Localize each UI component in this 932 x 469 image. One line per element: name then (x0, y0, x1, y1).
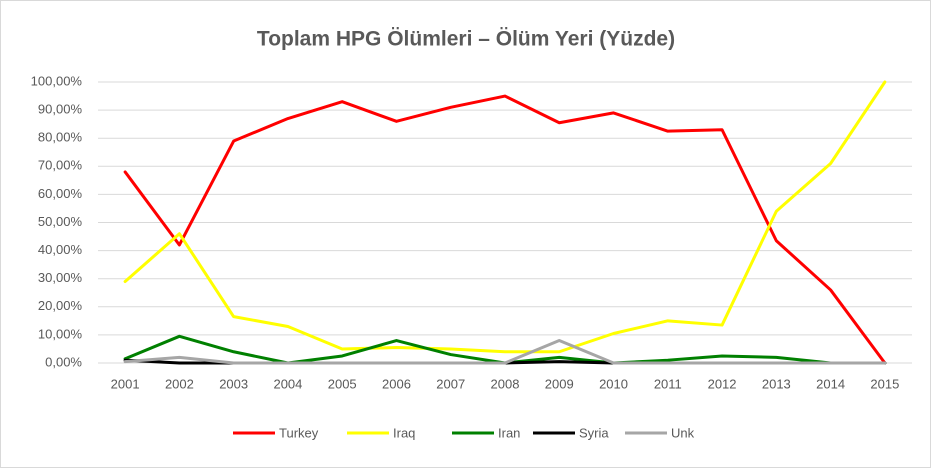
x-tick-label: 2003 (219, 376, 248, 391)
x-tick-label: 2004 (273, 376, 302, 391)
y-tick-label: 30,00% (38, 270, 83, 285)
line-series (123, 94, 887, 365)
x-tick-label: 2008 (491, 376, 520, 391)
x-tick-label: 2015 (870, 376, 899, 391)
legend-label: Turkey (279, 425, 319, 440)
x-tick-label: 2012 (708, 376, 737, 391)
legend-label: Iran (498, 425, 520, 440)
y-tick-label: 50,00% (38, 214, 83, 229)
y-tick-label: 10,00% (38, 326, 83, 341)
legend-label: Iraq (393, 425, 415, 440)
y-tick-label: 40,00% (38, 242, 83, 257)
x-tick-label: 2010 (599, 376, 628, 391)
y-tick-label: 0,00% (45, 354, 82, 369)
x-tick-label: 2005 (328, 376, 357, 391)
x-tick-label: 2002 (165, 376, 194, 391)
legend-label: Unk (671, 425, 695, 440)
x-tick-label: 2001 (111, 376, 140, 391)
y-tick-label: 60,00% (38, 186, 83, 201)
chart-title: Toplam HPG Ölümleri – Ölüm Yeri (Yüzde) (257, 28, 675, 51)
y-tick-label: 70,00% (38, 158, 83, 173)
x-tick-label: 2014 (816, 376, 845, 391)
x-tick-label: 2013 (762, 376, 791, 391)
x-tick-label: 2009 (545, 376, 574, 391)
y-tick-label: 80,00% (38, 130, 83, 145)
legend-label: Syria (579, 425, 609, 440)
line-series (123, 80, 887, 354)
x-tick-label: 2006 (382, 376, 411, 391)
line-series (123, 339, 887, 365)
y-tick-label: 90,00% (38, 102, 83, 117)
x-tick-label: 2007 (436, 376, 465, 391)
y-tick-label: 100,00% (31, 73, 83, 88)
x-tick-label: 2011 (654, 376, 682, 391)
y-tick-label: 20,00% (38, 298, 83, 313)
